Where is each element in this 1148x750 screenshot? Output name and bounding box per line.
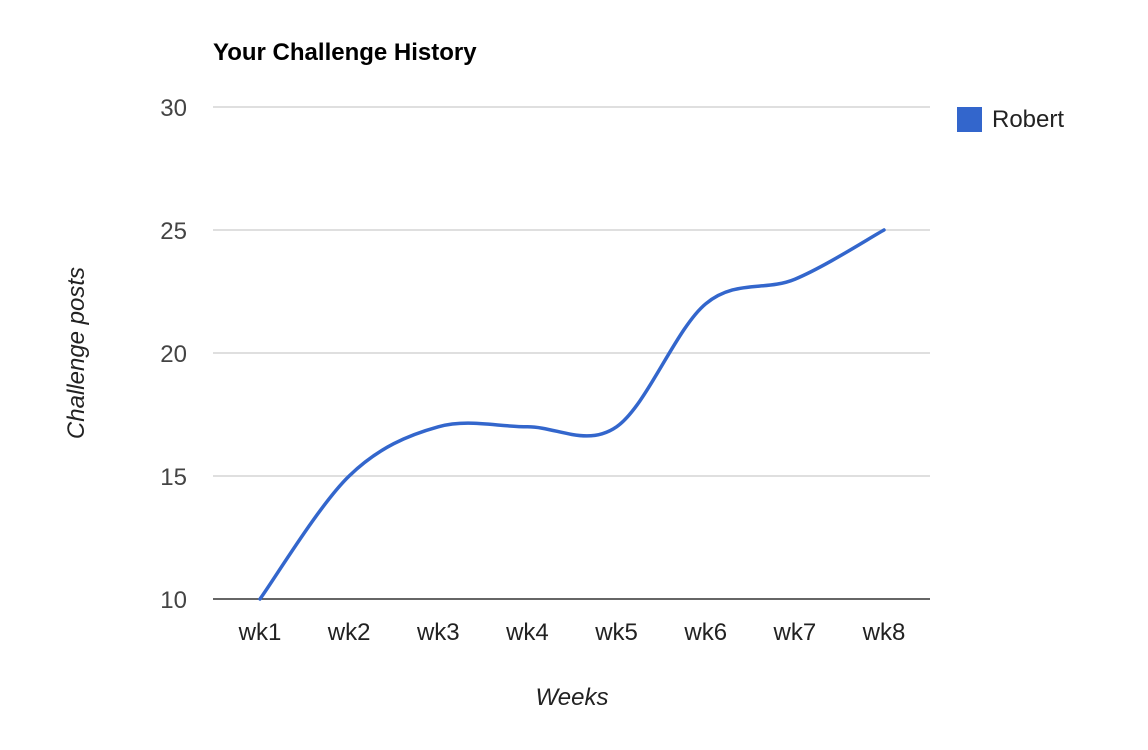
x-axis-ticks: wk1 wk2 wk3 wk4 wk5 wk6 wk7 wk8 bbox=[238, 619, 906, 646]
gridlines bbox=[213, 106, 930, 600]
x-tick-label-wk4: wk4 bbox=[505, 619, 549, 646]
x-tick-label-wk8: wk8 bbox=[862, 619, 906, 646]
x-tick-label-wk7: wk7 bbox=[773, 619, 817, 646]
y-tick-label-30: 30 bbox=[160, 95, 187, 122]
x-tick-label-wk2: wk2 bbox=[327, 619, 371, 646]
x-tick-label-wk3: wk3 bbox=[416, 619, 460, 646]
chart-title: Your Challenge History bbox=[213, 39, 477, 66]
x-tick-label-wk1: wk1 bbox=[238, 619, 282, 646]
y-tick-label-10: 10 bbox=[160, 587, 187, 614]
x-tick-label-wk6: wk6 bbox=[683, 619, 727, 646]
series-layer bbox=[258, 228, 886, 601]
y-tick-label-15: 15 bbox=[160, 464, 187, 491]
legend: Robert bbox=[957, 106, 1064, 133]
legend-swatch-robert bbox=[957, 107, 982, 132]
y-tick-label-25: 25 bbox=[160, 218, 187, 245]
y-axis-label: Challenge posts bbox=[63, 267, 90, 439]
y-tick-label-20: 20 bbox=[160, 341, 187, 368]
legend-label-robert: Robert bbox=[992, 106, 1064, 133]
x-tick-label-wk5: wk5 bbox=[594, 619, 638, 646]
x-axis-label: Weeks bbox=[536, 684, 609, 711]
series-line-robert bbox=[258, 228, 886, 601]
y-axis-ticks: 10 15 20 25 30 bbox=[160, 95, 187, 614]
